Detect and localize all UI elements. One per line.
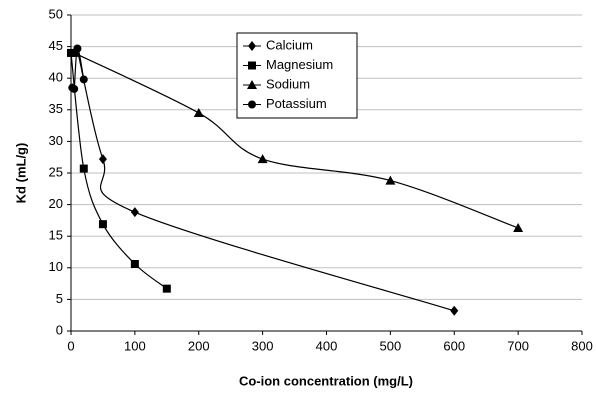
- marker: [130, 207, 139, 218]
- marker: [248, 100, 256, 109]
- x-tick-label: 300: [252, 338, 274, 353]
- marker: [73, 44, 82, 53]
- y-tick-label: 20: [49, 196, 63, 211]
- y-tick-label: 15: [49, 228, 63, 243]
- x-axis-label: Co-ion concentration (mg/L): [239, 373, 413, 388]
- marker: [98, 154, 107, 165]
- marker: [70, 84, 79, 93]
- y-tick-label: 5: [56, 291, 63, 306]
- y-axis-label: Kd (mL/g): [13, 143, 28, 204]
- marker: [162, 284, 171, 293]
- marker: [248, 61, 256, 70]
- x-tick-label: 400: [316, 338, 338, 353]
- legend-label: Potassium: [266, 96, 327, 111]
- y-tick-label: 0: [56, 322, 63, 337]
- marker: [79, 164, 88, 173]
- legend-label: Calcium: [266, 37, 313, 52]
- x-tick-label: 600: [443, 338, 465, 353]
- marker: [67, 48, 75, 57]
- y-tick-label: 50: [49, 6, 63, 21]
- legend-label: Magnesium: [266, 57, 333, 72]
- legend-box: [236, 32, 358, 119]
- marker: [257, 154, 268, 164]
- marker: [79, 75, 88, 84]
- y-tick-label: 40: [49, 70, 63, 85]
- marker: [98, 220, 107, 229]
- legend-label: Sodium: [266, 76, 310, 91]
- y-tick-label: 45: [49, 38, 63, 53]
- marker: [130, 260, 139, 269]
- x-tick-label: 100: [124, 338, 146, 353]
- marker: [450, 305, 459, 316]
- marker: [248, 41, 256, 51]
- marker: [247, 80, 257, 89]
- y-tick-label: 25: [49, 164, 63, 179]
- y-tick-label: 30: [49, 133, 63, 148]
- x-tick-label: 700: [507, 338, 529, 353]
- y-tick-label: 10: [49, 259, 63, 274]
- marker: [385, 175, 396, 185]
- y-tick-label: 35: [49, 101, 63, 116]
- series-line: [76, 49, 455, 312]
- x-tick-label: 800: [571, 338, 593, 353]
- x-tick-label: 200: [188, 338, 210, 353]
- marker: [513, 222, 524, 232]
- x-tick-label: 500: [380, 338, 402, 353]
- marker: [193, 107, 204, 117]
- x-tick-label: 0: [67, 338, 74, 353]
